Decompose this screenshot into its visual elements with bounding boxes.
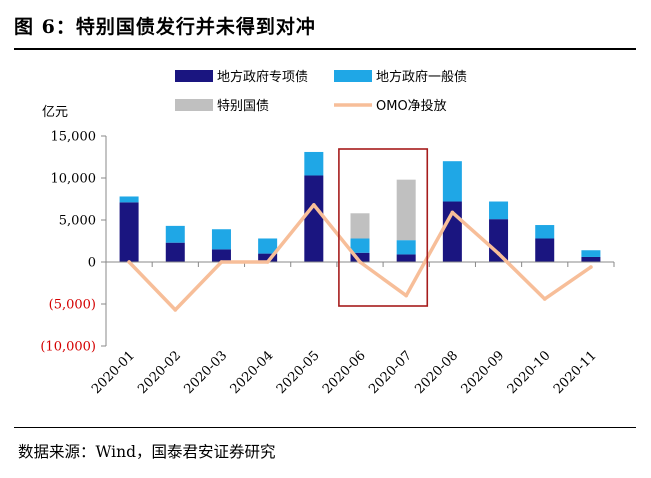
title-divider	[14, 48, 636, 50]
bar-segment	[350, 252, 370, 262]
x-tick-label: 2020-04	[228, 348, 277, 397]
highlight-rect	[338, 148, 429, 307]
y-tick-label: 15,000	[51, 130, 97, 145]
bar-segment	[165, 242, 185, 262]
figure-title: 图 6：特别国债发行并未得到对冲	[14, 16, 316, 38]
omo-point	[219, 260, 224, 264]
omo-point	[450, 210, 455, 215]
bar-segment	[442, 201, 462, 262]
x-tick-label: 2020-01	[89, 348, 138, 397]
legend-label: 地方政府一般债	[376, 69, 467, 85]
bars	[119, 151, 601, 262]
x-tick-label: 2020-09	[459, 348, 508, 397]
bar-segment	[350, 238, 370, 253]
bar-segment	[396, 179, 416, 241]
bar-segment	[535, 238, 555, 262]
omo-point	[265, 260, 270, 264]
omo-point	[173, 308, 178, 312]
bar-segment	[304, 151, 324, 176]
x-tick-label: 2020-05	[274, 348, 323, 397]
legend-swatch	[334, 70, 372, 82]
y-axis: 15,000 10,000 5,000 0 (5,000) (10,000)	[40, 130, 107, 355]
x-tick-label: 2020-07	[366, 348, 415, 397]
y-tick-label: (10,000)	[40, 340, 96, 355]
omo-line	[127, 203, 593, 312]
y-tick-label: 5,000	[59, 214, 96, 229]
bar-segment	[304, 175, 324, 262]
y-tick-label: 0	[88, 256, 96, 271]
bar-segment	[581, 250, 601, 257]
bar-segment	[489, 201, 509, 220]
bar-segment	[581, 256, 601, 262]
bar-segment	[258, 238, 278, 254]
legend-swatch	[175, 70, 213, 82]
bar-segment	[165, 225, 185, 243]
x-tick-label: 2020-03	[181, 348, 230, 397]
bar-segment	[258, 253, 278, 262]
legend-label: 地方政府专项债	[217, 69, 308, 85]
legend-swatch	[175, 99, 213, 111]
source-note: 数据来源：Wind，国泰君安证券研究	[18, 443, 276, 461]
omo-point	[496, 251, 501, 256]
x-tick-label: 2020-11	[551, 348, 600, 397]
bar-segment	[211, 249, 231, 262]
omo-point	[358, 260, 362, 264]
omo-point	[589, 265, 593, 269]
x-tick-label: 2020-02	[135, 348, 184, 397]
footer-divider	[14, 427, 636, 428]
highlight-box	[338, 148, 429, 307]
bar-segment	[350, 213, 370, 239]
x-axis: 2020-012020-022020-032020-042020-052020-…	[89, 261, 615, 397]
bar-segment	[119, 196, 139, 203]
bar-segment	[396, 254, 416, 262]
legend-label: 特别国债	[217, 99, 269, 114]
bar-segment	[396, 240, 416, 255]
x-tick-label: 2020-06	[320, 348, 369, 397]
bar-segment	[442, 161, 462, 202]
omo-point	[542, 297, 547, 301]
omo-point	[404, 293, 408, 298]
bar-segment	[211, 229, 231, 250]
x-tick-label: 2020-10	[505, 348, 554, 397]
legend-label: OMO净投放	[376, 98, 447, 114]
y-axis-unit: 亿元	[42, 105, 68, 120]
omo-point	[127, 260, 131, 264]
omo-point	[312, 203, 316, 207]
y-tick-label: (5,000)	[49, 298, 96, 313]
bar-segment	[119, 202, 139, 262]
y-tick-label: 10,000	[51, 172, 97, 187]
x-tick-label: 2020-08	[412, 348, 461, 397]
bar-segment	[535, 225, 555, 239]
